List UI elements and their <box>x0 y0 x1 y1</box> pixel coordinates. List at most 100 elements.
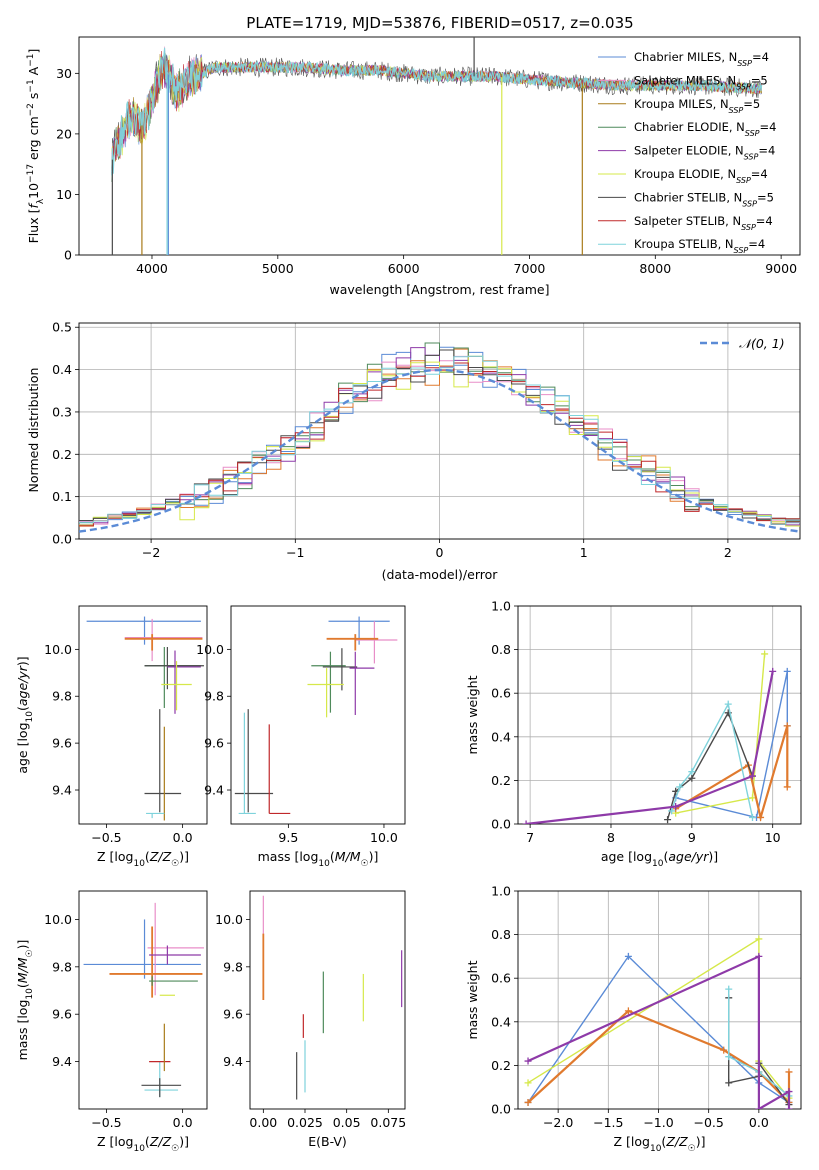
label-part: erg cm <box>26 116 41 164</box>
x-tick-label: −0.5 <box>91 830 121 845</box>
legend-tail: =5 <box>751 73 768 87</box>
weight-lines <box>524 935 793 1109</box>
weight-marker <box>748 794 756 802</box>
label-part: )] <box>369 849 379 864</box>
legend-entry: Chabrier ELODIE, NSSP=4 <box>634 120 776 138</box>
y-tick-label: 10 <box>56 187 72 202</box>
legend-entry: 𝒩(0, 1) <box>739 336 785 351</box>
legend-tail: =5 <box>757 190 774 204</box>
y-tick-label: 9.8 <box>52 689 72 704</box>
label-part: Z [log <box>97 849 133 864</box>
label-part: Z/Z <box>149 849 172 864</box>
label-part: )] <box>179 849 189 864</box>
legend-tail: =4 <box>751 167 768 181</box>
weight-marker <box>755 1105 763 1109</box>
label-part: 10 <box>650 1144 662 1154</box>
weight-marker <box>725 1079 733 1087</box>
y-tick-label: 0.6 <box>491 971 511 986</box>
weight-marker <box>720 1046 728 1054</box>
x-tick-label: 9.5 <box>278 830 298 845</box>
legend-text: Chabrier MILES, N <box>634 50 737 64</box>
y-tick-label: 9.8 <box>52 959 72 974</box>
x-axis-label: Z [log10(Z/Z☉)] <box>97 1134 189 1154</box>
weight-series <box>728 989 790 1097</box>
x-tick-label: 8000 <box>639 261 671 276</box>
weight-series <box>675 671 788 819</box>
y-axis-label: Normed distribution <box>26 368 41 493</box>
weight-marker <box>524 1079 532 1087</box>
y-tick-label: 1.0 <box>491 884 511 899</box>
x-tick-label: 4000 <box>136 261 168 276</box>
legend-entry: Chabrier MILES, NSSP=4 <box>634 50 769 68</box>
spectrum-series <box>111 54 762 169</box>
histograms <box>79 342 800 533</box>
weight-marker <box>785 1088 793 1096</box>
x-axis-label: Z [log10(Z/Z☉)] <box>614 1134 706 1154</box>
x-tick-label: 7000 <box>514 261 546 276</box>
y-tick-label: 10.0 <box>215 912 243 927</box>
weight-lines <box>522 650 791 824</box>
histogram-series <box>79 347 800 526</box>
y-tick-label: 0.4 <box>491 1014 511 1029</box>
weight-marker <box>757 813 765 821</box>
legend-entry: Chabrier STELIB, NSSP=5 <box>634 190 774 208</box>
x-tick-label: 5000 <box>262 261 294 276</box>
x-tick-label: 0.00 <box>249 1115 277 1130</box>
errorbars <box>86 616 204 821</box>
weight-marker <box>748 813 756 821</box>
x-tick-label: −0.5 <box>91 1115 121 1130</box>
weight-marker <box>725 1053 733 1061</box>
x-tick-label: 7 <box>526 830 534 845</box>
y-tick-label: 9.8 <box>223 959 243 974</box>
weight-marker <box>785 1105 793 1109</box>
weight-marker <box>761 650 769 658</box>
axes-frame <box>78 605 208 825</box>
weight-marker <box>783 667 791 675</box>
legend-tail: =4 <box>758 144 775 158</box>
histogram-series <box>79 355 800 527</box>
label-part: 10 <box>133 1144 145 1154</box>
y-tick-label: 9.6 <box>223 1007 243 1022</box>
y-tick-label: 0 <box>64 248 72 263</box>
label-part: age [log <box>15 722 30 773</box>
x-axis-label: E(B-V) <box>308 1134 347 1149</box>
label-part: s <box>26 93 41 104</box>
legend-tail: =5 <box>743 97 760 111</box>
x-tick-label: 9000 <box>765 261 797 276</box>
weight-marker <box>783 783 791 791</box>
y-tick-label: 9.8 <box>204 689 224 704</box>
y-tick-label: 0.1 <box>52 489 72 504</box>
label-part: −1 <box>26 79 36 92</box>
axes-frame <box>249 890 406 1110</box>
legend-sub: SSP <box>737 59 752 68</box>
y-tick-label: 20 <box>56 126 72 141</box>
x-tick-label: 2 <box>724 545 732 560</box>
x-tick-label: 0.0 <box>173 830 193 845</box>
weight-marker <box>688 768 696 776</box>
weight-marker <box>624 1007 632 1015</box>
label-part: 10 <box>25 711 35 723</box>
weight-marker <box>769 667 777 675</box>
label-part: 10 <box>26 183 41 199</box>
x-tick-label: 1 <box>580 545 588 560</box>
legend-text: Salpeter ELODIE, N <box>634 144 744 158</box>
label-part: )] <box>15 656 30 666</box>
weight-series <box>527 955 790 1104</box>
spectrum-series <box>111 47 763 176</box>
label-part: A <box>26 66 41 79</box>
label-part: mass [log <box>258 849 319 864</box>
y-axis-label: mass [log10(M/M☉)] <box>15 940 35 1061</box>
label-part: )] <box>696 1134 706 1149</box>
legend-text: Kroupa ELODIE, N <box>634 167 736 181</box>
label-part: E(B-V) <box>308 1134 347 1149</box>
legend-entry: Kroupa MILES, NSSP=5 <box>634 97 760 115</box>
mass-vs-EBV-panel: 0.00 0.025 0.05 0.075 9.4 9.6 9.8 10.0 E(B-V) <box>215 890 406 1149</box>
legend-sub: SSP <box>744 152 759 161</box>
label-part: 10 <box>318 859 330 869</box>
label-part: ] <box>26 49 41 54</box>
label-part: ( <box>15 983 30 988</box>
y-tick-label: 9.4 <box>223 1054 243 1069</box>
y-tick-label: 9.6 <box>204 736 224 751</box>
label-part: mass [log <box>15 1000 30 1061</box>
